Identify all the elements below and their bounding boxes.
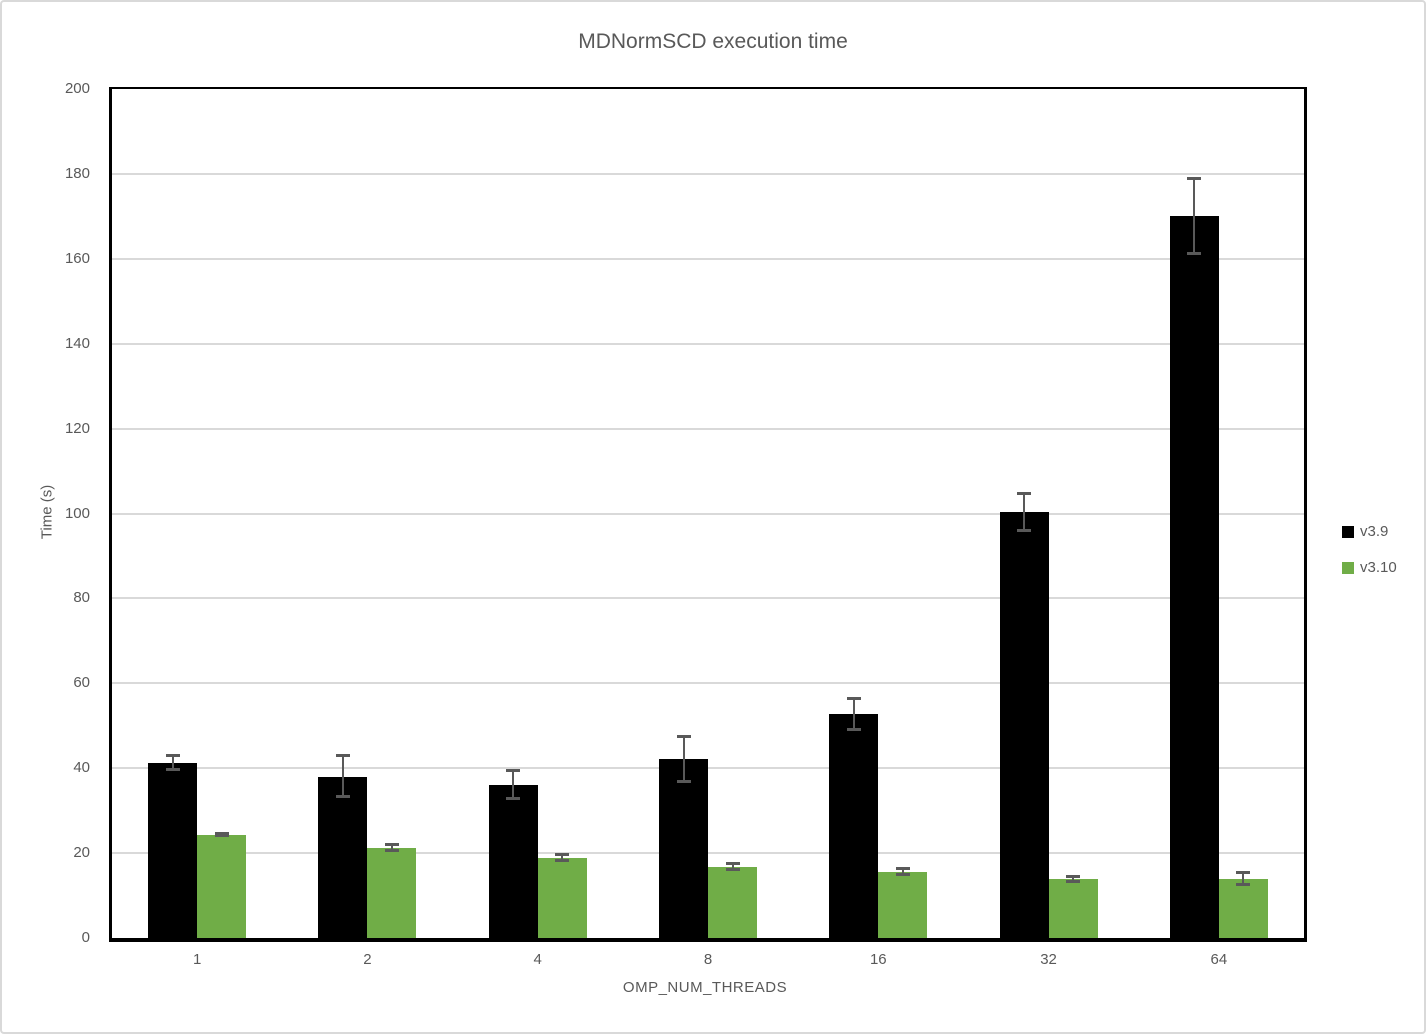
error-bar-cap	[506, 769, 521, 773]
y-tick-label: 60	[73, 674, 90, 692]
error-bar-cap	[1066, 879, 1081, 883]
gridline	[112, 767, 1304, 770]
gridline	[112, 257, 1304, 260]
error-bar	[901, 867, 904, 877]
error-bar-cap	[846, 727, 861, 731]
error-bar-cap	[506, 797, 521, 801]
error-bar-cap	[384, 848, 399, 852]
legend-item-v3-9: v3.9	[1342, 523, 1397, 540]
bar-v3-10	[537, 857, 587, 938]
legend-label: v3.9	[1360, 523, 1389, 540]
error-bar-cap	[676, 780, 691, 784]
gridline	[112, 172, 1304, 175]
legend-swatch	[1342, 561, 1354, 574]
bar-v3-10	[197, 835, 247, 938]
y-tick-label: 20	[73, 844, 90, 862]
error-bar	[731, 862, 734, 872]
error-bar	[1193, 178, 1196, 255]
error-bar	[561, 853, 564, 862]
x-tick-label: 4	[533, 951, 542, 968]
error-bar-cap	[676, 734, 691, 738]
error-bar-cap	[384, 843, 399, 847]
gridline	[112, 852, 1304, 855]
bar-v3-9	[148, 763, 198, 938]
bar-v3-9	[659, 759, 708, 938]
error-bar-cap	[1017, 491, 1032, 495]
bar-v3-9	[488, 785, 538, 938]
plot-area	[109, 87, 1307, 942]
y-tick-label: 80	[73, 589, 90, 607]
error-bar	[512, 770, 515, 801]
y-tick-label: 200	[64, 80, 90, 97]
error-bar-cap	[895, 873, 910, 877]
error-bar-cap	[555, 852, 570, 856]
error-bar-cap	[214, 834, 229, 838]
x-axis-title: OMP_NUM_THREADS	[622, 979, 788, 996]
error-bar-cap	[895, 866, 910, 870]
bar-v3-9	[999, 512, 1049, 938]
y-tick-label: 140	[64, 334, 90, 352]
error-bar	[390, 844, 393, 852]
y-tick-label: 160	[64, 249, 90, 267]
error-bar	[171, 755, 174, 772]
bar-v3-10	[878, 872, 928, 938]
error-bar-cap	[335, 794, 350, 798]
error-bar	[852, 697, 855, 731]
bar-v3-10	[708, 867, 757, 938]
x-tick-label: 8	[703, 951, 713, 968]
y-tick-label: 40	[73, 759, 90, 777]
error-bar-cap	[165, 768, 180, 772]
gridline	[112, 342, 1304, 345]
legend: v3.9 v3.10	[1342, 523, 1397, 576]
x-tick-label: 32	[1040, 951, 1057, 968]
gridline	[112, 512, 1304, 515]
bar-v3-10	[367, 848, 417, 938]
error-bar-cap	[214, 832, 229, 836]
error-bar	[1023, 492, 1026, 532]
error-bar-cap	[846, 696, 861, 700]
error-bar-cap	[1017, 528, 1032, 532]
y-tick-label: 180	[64, 164, 90, 182]
error-bar-cap	[1236, 882, 1251, 886]
y-tick-label: 120	[64, 419, 90, 437]
bar-v3-9	[1169, 216, 1219, 938]
x-tick-label: 2	[363, 951, 372, 968]
error-bar-cap	[1066, 875, 1081, 879]
error-bar-cap	[1236, 871, 1251, 875]
bar-v3-10	[1048, 879, 1098, 938]
y-tick-label: 0	[81, 929, 90, 946]
error-bar-cap	[1187, 251, 1202, 255]
legend-swatch	[1342, 525, 1354, 538]
gridline	[112, 427, 1304, 430]
error-bar	[341, 755, 344, 798]
legend-item-v3-10: v3.10	[1342, 559, 1397, 576]
x-tick-label: 64	[1210, 951, 1228, 968]
error-bar-cap	[725, 868, 740, 872]
gridline	[112, 682, 1304, 685]
error-bar-cap	[555, 858, 570, 862]
error-bar-cap	[335, 754, 350, 758]
error-bar	[1242, 872, 1245, 886]
bar-v3-10	[1218, 879, 1268, 938]
error-bar	[1072, 876, 1075, 883]
chart-title: MDNormSCD execution time	[578, 30, 848, 53]
x-tick-label: 16	[869, 951, 887, 968]
legend-label: v3.10	[1360, 559, 1397, 576]
gridline	[112, 597, 1304, 600]
bar-v3-9	[318, 776, 368, 938]
error-bar-cap	[165, 754, 180, 758]
error-bar-cap	[1187, 177, 1202, 181]
x-tick-label: 1	[192, 951, 202, 968]
error-bar	[682, 735, 685, 784]
y-tick-label: 100	[64, 504, 90, 522]
bar-v3-9	[829, 714, 879, 938]
error-bar-cap	[725, 861, 740, 865]
